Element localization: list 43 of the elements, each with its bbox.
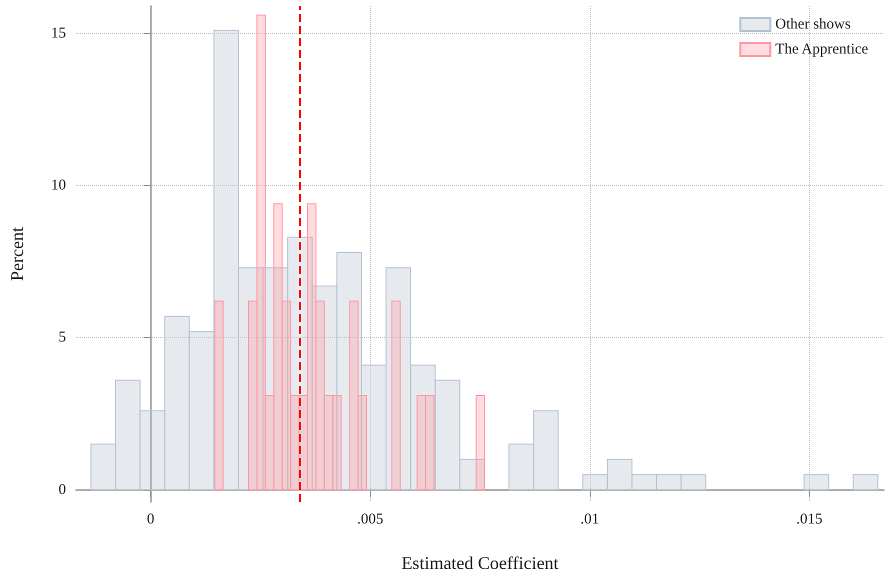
y-tick-label: 0 (58, 482, 66, 498)
y-tick-label: 10 (51, 178, 66, 194)
bar (140, 410, 166, 490)
bar (434, 380, 460, 490)
bar (282, 300, 292, 490)
bar (582, 474, 608, 490)
legend-label: The Apprentice (775, 42, 869, 58)
bar (90, 444, 116, 490)
bar (852, 474, 878, 490)
bar (533, 410, 559, 490)
y-tick-label: 15 (51, 25, 66, 42)
x-tick-label: .01 (580, 512, 600, 528)
bar (631, 474, 658, 490)
x-axis-title: Estimated Coefficient (401, 553, 559, 573)
bar (307, 203, 316, 490)
bar (391, 300, 401, 490)
bar (115, 380, 141, 490)
bar (508, 444, 534, 490)
bar (264, 394, 274, 490)
bar (324, 394, 334, 490)
bar (188, 331, 214, 490)
bar (315, 300, 325, 490)
bar (656, 474, 682, 490)
bar (358, 394, 368, 490)
bar (425, 394, 434, 490)
bar (248, 300, 258, 490)
bar (164, 316, 190, 490)
bar (476, 394, 486, 490)
y-tick-label: 5 (58, 330, 66, 346)
bar (416, 394, 426, 490)
x-tick-label: .005 (357, 512, 384, 528)
bar (332, 394, 342, 490)
bar (680, 474, 706, 490)
legend-label: Other shows (775, 16, 851, 32)
x-tick-label: .015 (796, 512, 822, 528)
bar (256, 14, 266, 490)
bar (214, 300, 224, 490)
bar (349, 300, 359, 490)
y-axis-title: Percent (7, 227, 27, 281)
bar (804, 474, 830, 490)
x-tick-label: 0 (146, 512, 154, 528)
bar (290, 394, 300, 490)
bar (606, 458, 632, 490)
